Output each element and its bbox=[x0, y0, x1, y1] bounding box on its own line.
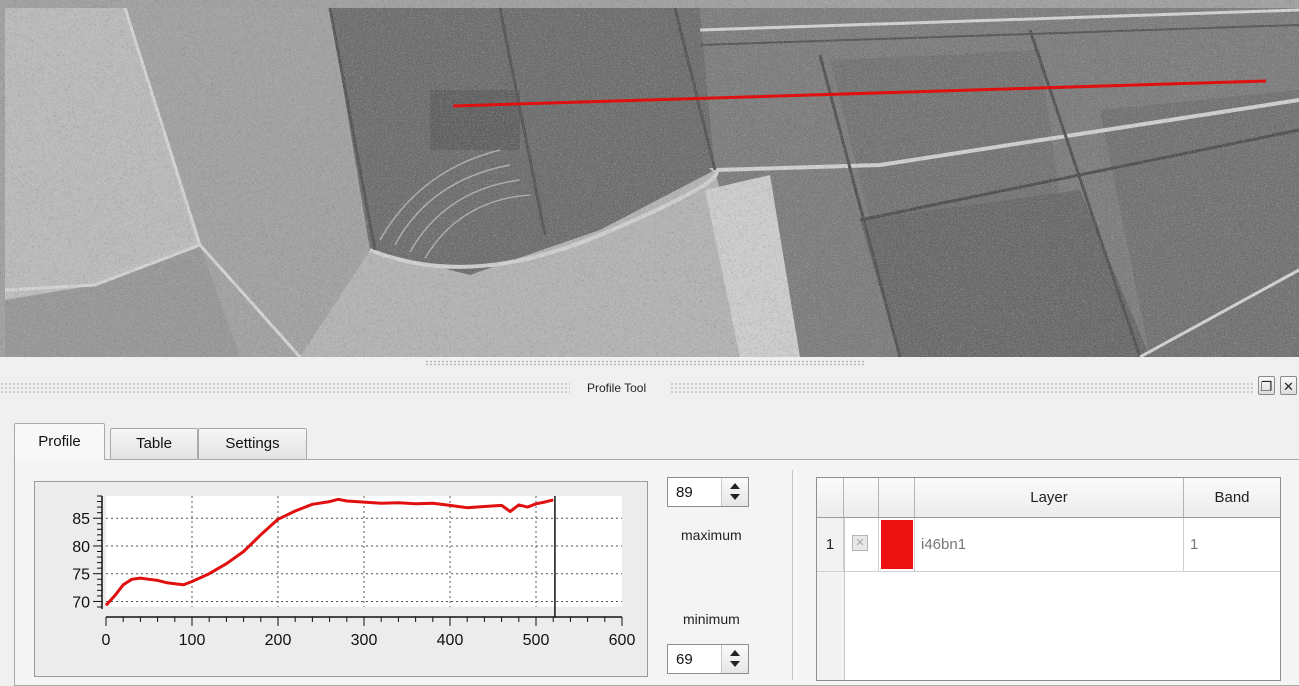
x-tick-label: 300 bbox=[351, 632, 378, 649]
layer-cell[interactable]: i46bn1 bbox=[915, 518, 1184, 571]
restore-window-icon: ❐ bbox=[1260, 379, 1273, 394]
y-tick-label: 70 bbox=[72, 594, 90, 611]
arrow-up-icon[interactable] bbox=[730, 650, 740, 656]
profile-plot[interactable]: 0 100 200 300 400 500 600 70 75 80 85 bbox=[34, 481, 648, 677]
header-corner[interactable] bbox=[817, 478, 844, 517]
header-layer[interactable]: Layer bbox=[915, 478, 1184, 517]
layers-table[interactable]: Layer Band 1 ✕ i46bn1 1 bbox=[816, 477, 1281, 681]
maximum-value[interactable]: 89 bbox=[676, 484, 693, 501]
close-dock-button[interactable]: ✕ bbox=[1280, 376, 1297, 395]
plot-grid bbox=[106, 496, 622, 607]
color-cell[interactable] bbox=[879, 518, 915, 571]
tab-profile[interactable]: Profile bbox=[14, 423, 105, 460]
plot-tick-labels: 0 100 200 300 400 500 600 70 75 80 85 bbox=[72, 511, 635, 649]
checkbox-icon[interactable]: ✕ bbox=[852, 535, 868, 551]
color-swatch[interactable] bbox=[881, 520, 913, 569]
band-cell[interactable]: 1 bbox=[1190, 536, 1199, 553]
dock-title: Profile Tool bbox=[587, 381, 647, 395]
map-canvas[interactable] bbox=[0, 0, 1299, 357]
hillshade-raster bbox=[0, 0, 1299, 357]
table-row[interactable]: 1 ✕ i46bn1 1 bbox=[817, 518, 1280, 572]
profile-line bbox=[452, 79, 1267, 108]
x-tick-label: 200 bbox=[265, 632, 292, 649]
row-index[interactable]: 1 bbox=[817, 518, 844, 571]
plot-axes bbox=[93, 495, 623, 626]
x-tick-label: 400 bbox=[437, 632, 464, 649]
float-dock-button[interactable]: ❐ bbox=[1258, 376, 1275, 395]
panel-splitter[interactable] bbox=[792, 470, 796, 680]
dock-title-bar: Profile Tool ❐ ✕ bbox=[0, 368, 1299, 410]
x-tick-label: 100 bbox=[179, 632, 206, 649]
close-icon: ✕ bbox=[1283, 379, 1294, 394]
dock-splitter-handle[interactable] bbox=[425, 360, 865, 366]
tab-settings[interactable]: Settings bbox=[198, 428, 307, 459]
minimum-label: minimum bbox=[683, 611, 740, 627]
arrow-down-icon[interactable] bbox=[730, 661, 740, 667]
arrow-up-icon[interactable] bbox=[730, 483, 740, 489]
x-tick-label: 500 bbox=[523, 632, 550, 649]
visible-cell[interactable]: ✕ bbox=[844, 518, 879, 571]
x-tick-label: 600 bbox=[609, 632, 636, 649]
plot-series bbox=[104, 496, 556, 617]
header-color[interactable] bbox=[879, 478, 915, 517]
minimum-stepper[interactable] bbox=[721, 645, 748, 673]
profile-series-line bbox=[104, 497, 554, 607]
x-tick-label: 0 bbox=[102, 632, 111, 649]
arrow-down-icon[interactable] bbox=[730, 494, 740, 500]
minimum-spinbox[interactable]: 69 bbox=[667, 644, 749, 674]
minimum-value[interactable]: 69 bbox=[676, 651, 693, 668]
y-tick-label: 80 bbox=[72, 539, 90, 556]
maximum-stepper[interactable] bbox=[721, 478, 748, 506]
header-band[interactable]: Band bbox=[1214, 489, 1250, 506]
header-visible[interactable] bbox=[844, 478, 879, 517]
y-tick-label: 85 bbox=[72, 511, 90, 528]
y-tick-label: 75 bbox=[72, 567, 90, 584]
table-header: Layer Band bbox=[817, 478, 1280, 518]
tab-table[interactable]: Table bbox=[110, 428, 198, 459]
maximum-label: maximum bbox=[681, 527, 742, 543]
maximum-spinbox[interactable]: 89 bbox=[667, 477, 749, 507]
